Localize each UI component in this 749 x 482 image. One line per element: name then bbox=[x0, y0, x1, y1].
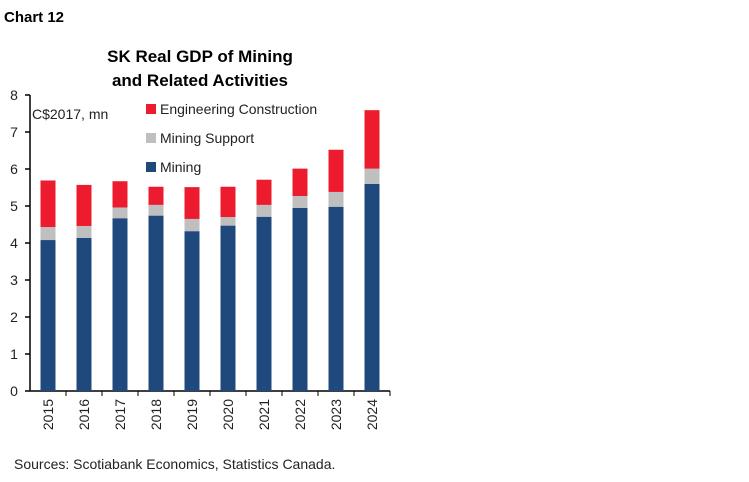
bar-engineering-construction-2023 bbox=[328, 149, 344, 192]
y-tick-label: 1 bbox=[10, 346, 18, 362]
chart-title-line-1: SK Real GDP of Mining bbox=[107, 47, 293, 66]
legend-swatch bbox=[146, 133, 156, 143]
y-tick-label: 2 bbox=[10, 309, 18, 325]
bar-mining-support-2015 bbox=[40, 227, 56, 241]
x-tick-label: 2020 bbox=[220, 399, 236, 430]
bar-engineering-construction-2018 bbox=[148, 186, 164, 205]
x-tick-label: 2024 bbox=[364, 399, 380, 430]
legend-swatch bbox=[146, 104, 156, 114]
chart-title-line-2: and Related Activities bbox=[112, 71, 288, 90]
bar-mining-2021 bbox=[256, 216, 272, 391]
bar-mining-2016 bbox=[76, 237, 92, 391]
x-tick-label: 2016 bbox=[76, 399, 92, 430]
bar-mining-2019 bbox=[184, 231, 200, 391]
bar-mining-2023 bbox=[328, 206, 344, 391]
bar-mining-2020 bbox=[220, 225, 236, 391]
bar-mining-2024 bbox=[364, 183, 380, 391]
y-tick-label: 5 bbox=[10, 198, 18, 214]
bar-mining-2018 bbox=[148, 215, 164, 391]
y-tick-label: 7 bbox=[10, 124, 18, 140]
x-tick-label: 2022 bbox=[292, 399, 308, 430]
y-tick-label: 0 bbox=[10, 383, 18, 399]
bar-mining-2017 bbox=[112, 218, 128, 391]
bar-engineering-construction-2019 bbox=[184, 187, 200, 219]
bar-mining-support-2023 bbox=[328, 191, 344, 207]
bar-engineering-construction-2017 bbox=[112, 181, 128, 208]
legend-label: Mining bbox=[160, 159, 201, 175]
x-tick-label: 2021 bbox=[256, 399, 272, 430]
bar-mining-support-2024 bbox=[364, 168, 380, 184]
x-tick-label: 2019 bbox=[184, 399, 200, 430]
bar-engineering-construction-2021 bbox=[256, 179, 272, 205]
chart-number-label: Chart 12 bbox=[4, 9, 64, 26]
y-tick-label: 3 bbox=[10, 272, 18, 288]
y-tick-label: 8 bbox=[10, 87, 18, 103]
bar-mining-support-2020 bbox=[220, 217, 236, 226]
legend-label: Engineering Construction bbox=[160, 101, 317, 117]
bar-engineering-construction-2016 bbox=[76, 184, 92, 226]
bar-mining-support-2016 bbox=[76, 225, 92, 238]
bar-engineering-construction-2024 bbox=[364, 110, 380, 169]
x-tick-label: 2015 bbox=[40, 399, 56, 430]
bar-mining-support-2018 bbox=[148, 204, 164, 216]
source-note: Sources: Scotiabank Economics, Statistic… bbox=[14, 456, 335, 472]
bar-mining-support-2021 bbox=[256, 204, 272, 217]
x-tick-label: 2023 bbox=[328, 399, 344, 430]
y-tick-label: 6 bbox=[10, 161, 18, 177]
bar-engineering-construction-2022 bbox=[292, 168, 308, 197]
x-tick-label: 2017 bbox=[112, 399, 128, 430]
legend-label: Mining Support bbox=[160, 130, 254, 146]
y-tick-label: 4 bbox=[10, 235, 18, 251]
bar-mining-2015 bbox=[40, 240, 56, 391]
legend-swatch bbox=[146, 162, 156, 172]
bar-mining-support-2022 bbox=[292, 196, 308, 208]
x-tick-label: 2018 bbox=[148, 399, 164, 430]
bar-mining-support-2019 bbox=[184, 218, 200, 232]
unit-label: C$2017, mn bbox=[32, 106, 108, 122]
bar-mining-support-2017 bbox=[112, 207, 128, 219]
bar-engineering-construction-2020 bbox=[220, 186, 236, 218]
bar-engineering-construction-2015 bbox=[40, 180, 56, 228]
bar-mining-2022 bbox=[292, 207, 308, 391]
